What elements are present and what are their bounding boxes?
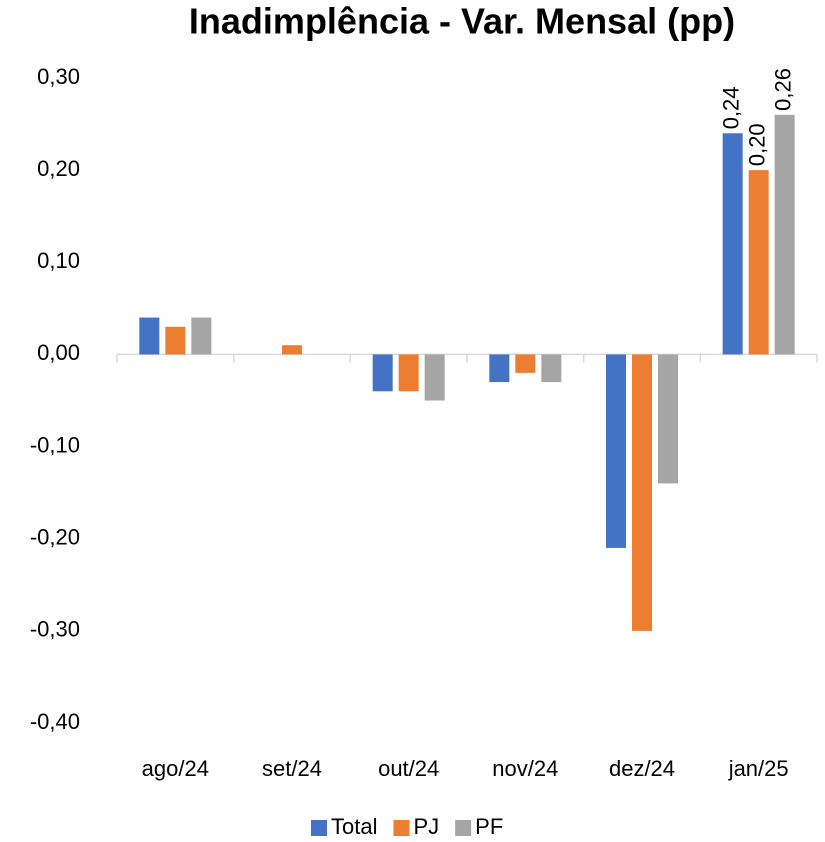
data-label: 0,24 <box>718 86 743 129</box>
y-tick-label: -0,40 <box>30 709 80 734</box>
bar <box>282 345 302 355</box>
bar <box>541 354 562 383</box>
x-tick-label: dez/24 <box>609 756 675 781</box>
data-label: 0,20 <box>744 123 769 166</box>
bar <box>748 170 769 355</box>
data-label: 0,26 <box>770 68 795 111</box>
x-tick-label: out/24 <box>378 756 439 781</box>
bar <box>489 354 510 383</box>
bar <box>398 354 419 392</box>
legend-swatch <box>393 820 410 836</box>
bar <box>139 317 160 355</box>
y-tick-label: 0,30 <box>37 64 80 89</box>
bar <box>424 354 445 401</box>
legend-swatch <box>311 820 327 836</box>
bar <box>722 133 743 355</box>
bar <box>165 326 186 355</box>
chart-title: Inadimplência - Var. Mensal (pp) <box>189 1 735 42</box>
y-tick-label: 0,20 <box>37 156 80 181</box>
y-tick-label: 0,00 <box>37 340 80 365</box>
legend-label: PF <box>475 814 503 839</box>
x-tick-label: ago/24 <box>142 756 209 781</box>
x-tick-label: set/24 <box>262 756 322 781</box>
legend-label: Total <box>331 814 377 839</box>
y-tick-label: -0,30 <box>30 617 80 642</box>
legend-swatch <box>455 820 472 836</box>
y-tick-label: -0,20 <box>30 525 80 550</box>
legend-label: PJ <box>413 814 439 839</box>
x-tick-label: jan/25 <box>728 756 789 781</box>
y-tick-label: 0,10 <box>37 248 80 273</box>
bar <box>372 354 393 392</box>
bar <box>658 354 678 484</box>
bar <box>515 354 536 373</box>
bar <box>774 114 795 355</box>
bar <box>191 317 212 355</box>
x-tick-label: nov/24 <box>492 756 558 781</box>
bar <box>606 354 626 548</box>
y-tick-label: -0,10 <box>30 432 80 457</box>
bar <box>632 354 652 631</box>
